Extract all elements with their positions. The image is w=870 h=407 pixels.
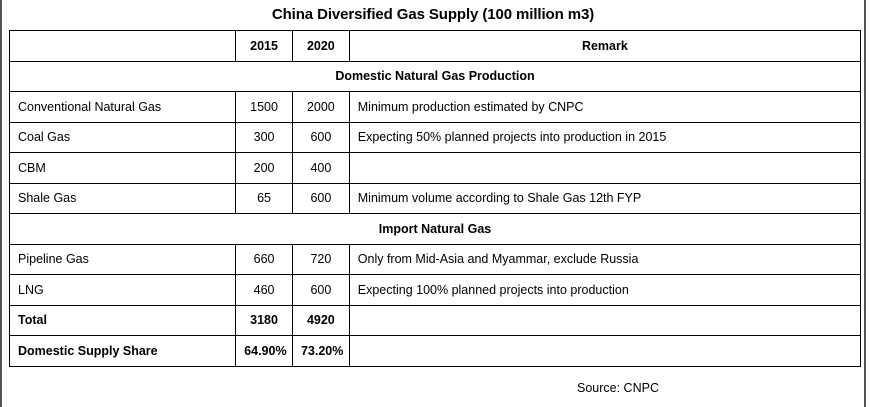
row-2015: 65 (235, 182, 293, 214)
section-heading: Import Natural Gas (9, 213, 861, 245)
row-remark: Minimum production estimated by CNPC (348, 91, 862, 123)
row-name: Shale Gas (8, 182, 237, 214)
row-name: Coal Gas (8, 121, 237, 153)
row-name: LNG (8, 274, 237, 306)
share-2020: 73.20% (291, 335, 350, 367)
row-remark: Minimum volume according to Shale Gas 12… (348, 182, 862, 214)
table-row: LNG 460 600 Expecting 100% planned proje… (8, 274, 862, 306)
row-remark: Expecting 100% planned projects into pro… (348, 274, 862, 306)
header-2020: 2020 (291, 30, 350, 62)
total-2015: 3180 (235, 304, 293, 336)
row-2020: 600 (291, 274, 350, 306)
total-2020: 4920 (291, 304, 350, 336)
section-heading-row: Import Natural Gas (9, 213, 861, 245)
total-label: Total (8, 304, 237, 336)
row-2020: 600 (291, 121, 350, 153)
row-name: Conventional Natural Gas (8, 91, 237, 123)
table-row: Conventional Natural Gas 1500 2000 Minim… (8, 91, 862, 123)
share-2015: 64.90% (235, 335, 293, 367)
row-2020: 400 (291, 152, 350, 184)
header-2015: 2015 (235, 30, 293, 62)
section-heading-row: Domestic Natural Gas Production (9, 60, 861, 92)
total-remark (348, 304, 862, 336)
table-row: CBM 200 400 (8, 152, 862, 184)
row-2015: 300 (235, 121, 293, 153)
row-2015: 200 (235, 152, 293, 184)
row-remark: Expecting 50% planned projects into prod… (348, 121, 862, 153)
table-row: Coal Gas 300 600 Expecting 50% planned p… (8, 121, 862, 153)
gas-supply-table: 2015 2020 Remark Domestic Natural Gas Pr… (8, 30, 862, 367)
row-name: CBM (8, 152, 237, 184)
row-2015: 1500 (235, 91, 293, 123)
section-heading: Domestic Natural Gas Production (9, 60, 861, 92)
header-row: 2015 2020 Remark (8, 30, 862, 62)
table-title: China Diversified Gas Supply (100 millio… (271, 6, 595, 23)
table-row: Pipeline Gas 660 720 Only from Mid-Asia … (8, 243, 862, 275)
source-note: Source: CNPC (577, 381, 659, 395)
header-name-cell (8, 30, 237, 62)
row-2020: 2000 (291, 91, 350, 123)
share-row: Domestic Supply Share 64.90% 73.20% (8, 335, 862, 367)
row-2020: 720 (291, 243, 350, 275)
row-2015: 660 (235, 243, 293, 275)
share-remark (348, 335, 862, 367)
total-row: Total 3180 4920 (8, 304, 862, 336)
table-row: Shale Gas 65 600 Minimum volume accordin… (8, 182, 862, 214)
share-label: Domestic Supply Share (8, 335, 237, 367)
row-2020: 600 (291, 182, 350, 214)
row-remark: Only from Mid-Asia and Myammar, exclude … (348, 243, 862, 275)
row-remark (348, 152, 862, 184)
header-remark: Remark (348, 30, 862, 62)
row-2015: 460 (235, 274, 293, 306)
row-name: Pipeline Gas (8, 243, 237, 275)
